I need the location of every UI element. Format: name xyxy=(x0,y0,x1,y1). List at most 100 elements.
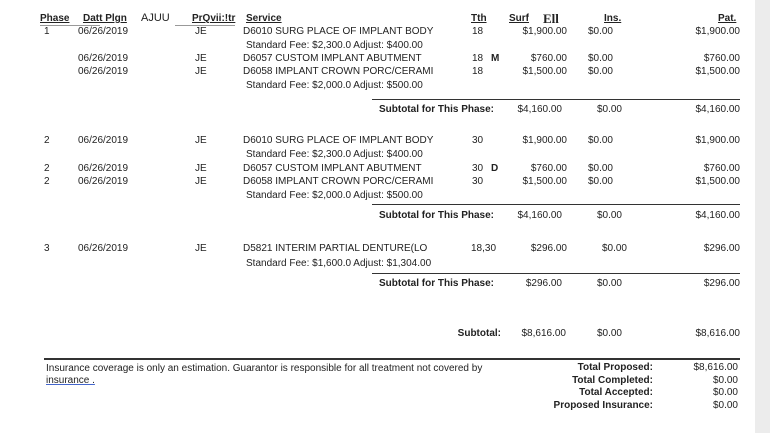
ins-cell: $0.00 xyxy=(587,53,613,64)
standard-fee-note: Standard Fee: $2,300.0 Adjust: $400.00 xyxy=(246,40,423,51)
service-cell: D5821 INTERIM PARTIAL DENTURE(LO xyxy=(243,243,428,254)
tooth-cell: 30 xyxy=(472,176,484,187)
date-cell: 06/26/2019 xyxy=(78,26,129,37)
date-cell: 06/26/2019 xyxy=(78,66,129,77)
header-pat: Pat. xyxy=(718,13,737,24)
patient-cell: $760.00 xyxy=(703,163,740,174)
phase-subtotal-ins: $0.00 xyxy=(596,278,622,289)
subtotal-divider xyxy=(372,204,740,205)
date-cell: 06/26/2019 xyxy=(78,135,129,146)
phase-subtotal-ins: $0.00 xyxy=(596,210,622,221)
fee-cell: $1,500.00 xyxy=(522,176,568,187)
total-label: Total Completed: xyxy=(572,374,653,386)
ins-cell: $0.00 xyxy=(587,66,613,77)
patient-cell: $1,500.00 xyxy=(695,176,741,187)
total-value: $0.00 xyxy=(712,399,738,411)
patient-cell: $760.00 xyxy=(703,53,740,64)
total-label: Total Proposed: xyxy=(577,362,653,373)
ins-cell: $0.00 xyxy=(587,135,613,146)
fee-cell: $760.00 xyxy=(530,53,567,64)
phase-cell: 3 xyxy=(44,243,50,254)
fee-cell: $1,900.00 xyxy=(522,135,568,146)
phase-subtotal-label: Subtotal for This Phase: xyxy=(378,210,494,221)
grand-subtotal-ins: $0.00 xyxy=(596,328,622,339)
subtotal-divider xyxy=(372,99,740,100)
surface-cell: M xyxy=(491,53,500,64)
surface-cell: D xyxy=(491,163,499,174)
subtotal-divider xyxy=(372,273,740,274)
fee-cell: $1,500.00 xyxy=(522,66,568,77)
phase-cell: 1 xyxy=(44,26,50,37)
phase-subtotal-pat: $296.00 xyxy=(703,278,740,289)
grand-subtotal-pat: $8,616.00 xyxy=(695,328,741,339)
phase-subtotal-label: Subtotal for This Phase: xyxy=(378,104,494,115)
tooth-cell: 18 xyxy=(472,53,484,64)
standard-fee-note: Standard Fee: $2,000.0 Adjust: $500.00 xyxy=(246,190,423,201)
grand-subtotal-fee: $8,616.00 xyxy=(521,328,567,339)
insurance-note: Insurance coverage is only an estimation… xyxy=(46,363,483,374)
tooth-cell: 18,30 xyxy=(471,243,497,254)
total-value: $0.00 xyxy=(712,374,738,386)
provider-cell: JE xyxy=(195,66,207,77)
date-cell: 06/26/2019 xyxy=(78,53,129,64)
grand-subtotal-label: Subtotal: xyxy=(457,328,501,339)
phase-subtotal-ins: $0.00 xyxy=(596,104,622,115)
ins-cell: $0.00 xyxy=(587,26,613,37)
header-divider xyxy=(175,25,235,26)
header-divider xyxy=(40,25,100,26)
total-value: $0.00 xyxy=(712,387,738,398)
header-tooth: Tth xyxy=(471,13,487,24)
tooth-cell: 18 xyxy=(472,26,484,37)
provider-cell: JE xyxy=(195,163,207,174)
date-cell: 06/26/2019 xyxy=(78,243,129,254)
provider-cell: JE xyxy=(195,243,207,254)
fee-cell: $296.00 xyxy=(530,243,567,254)
insurance-note-cont: insurance . xyxy=(46,375,95,386)
tooth-cell: 30 xyxy=(472,135,484,146)
provider-cell: JE xyxy=(195,135,207,146)
header-ins: Ins. xyxy=(604,13,622,24)
service-cell: D6058 IMPLANT CROWN PORC/CERAMI xyxy=(243,66,434,77)
patient-cell: $1,500.00 xyxy=(695,66,741,77)
header-provider: PrQvii:!tr xyxy=(192,13,236,24)
service-cell: D6010 SURG PLACE OF IMPLANT BODY xyxy=(243,26,434,37)
service-cell: D6057 CUSTOM IMPLANT ABUTMENT xyxy=(243,163,422,174)
header-ajuu: AJUU xyxy=(141,12,170,24)
total-label: Total Accepted: xyxy=(579,387,653,398)
patient-cell: $296.00 xyxy=(703,243,740,254)
phase-subtotal-fee: $296.00 xyxy=(525,278,562,289)
provider-cell: JE xyxy=(195,53,207,64)
tooth-cell: 18 xyxy=(472,66,484,77)
phase-cell: 2 xyxy=(44,163,50,174)
phase-subtotal-pat: $4,160.00 xyxy=(695,104,741,115)
provider-cell: JE xyxy=(195,26,207,37)
ins-cell: $0.00 xyxy=(587,163,613,174)
fee-cell: $1,900.00 xyxy=(522,26,568,37)
phase-cell: 2 xyxy=(44,176,50,187)
date-cell: 06/26/2019 xyxy=(78,176,129,187)
ins-cell: $0.00 xyxy=(587,176,613,187)
service-cell: D6057 CUSTOM IMPLANT ABUTMENT xyxy=(243,53,422,64)
header-date: Datt Plgn xyxy=(83,13,127,24)
patient-cell: $1,900.00 xyxy=(695,135,741,146)
provider-cell: JE xyxy=(195,176,207,187)
footer-divider xyxy=(44,358,740,360)
scrollbar[interactable] xyxy=(755,0,770,433)
service-cell: D6010 SURG PLACE OF IMPLANT BODY xyxy=(243,135,434,146)
header-surf: Surf xyxy=(509,13,529,24)
phase-subtotal-fee: $4,160.00 xyxy=(517,210,563,221)
total-value: $8,616.00 xyxy=(693,362,739,373)
phase-subtotal-label: Subtotal for This Phase: xyxy=(378,278,494,289)
phase-cell: 2 xyxy=(44,135,50,146)
tooth-cell: 30 xyxy=(472,163,484,174)
phase-subtotal-fee: $4,160.00 xyxy=(517,104,563,115)
standard-fee-note: Standard Fee: $2,000.0 Adjust: $500.00 xyxy=(246,80,423,91)
total-label: Proposed Insurance: xyxy=(553,399,653,411)
header-service: Service xyxy=(246,13,282,24)
date-cell: 06/26/2019 xyxy=(78,163,129,174)
header-fee: Ell xyxy=(543,11,559,26)
phase-subtotal-pat: $4,160.00 xyxy=(695,210,741,221)
header-phase: Phase xyxy=(40,13,70,24)
fee-cell: $760.00 xyxy=(530,163,567,174)
ins-cell: $0.00 xyxy=(601,243,627,254)
